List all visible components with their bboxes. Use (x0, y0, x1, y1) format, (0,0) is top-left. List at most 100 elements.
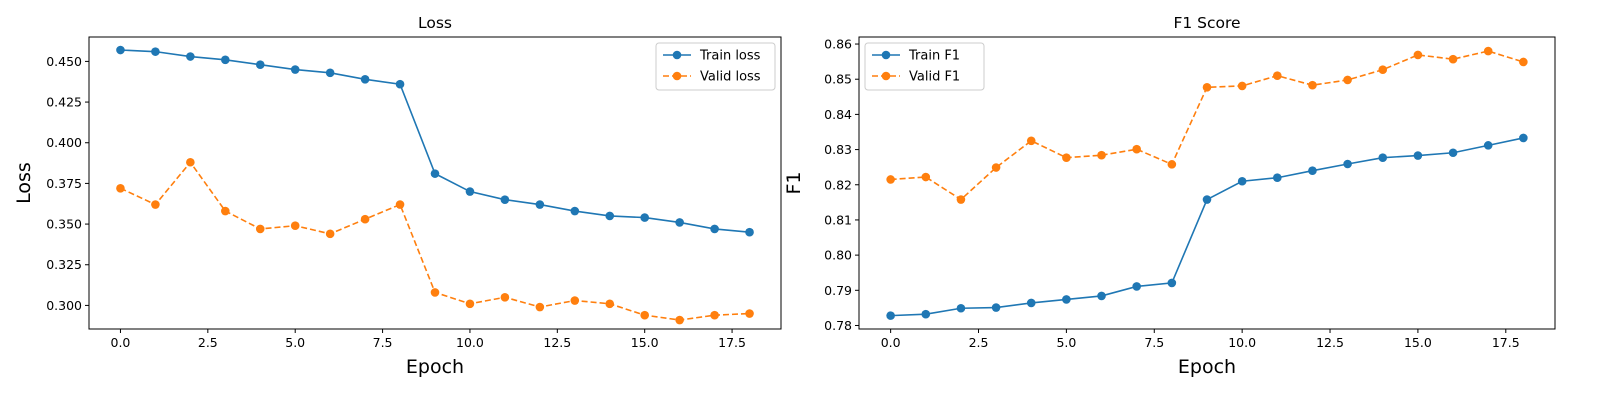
data-point (395, 79, 405, 89)
data-point (745, 309, 754, 318)
legend: Train loss Valid loss (655, 42, 776, 91)
y-tick-label: 0.82 (824, 177, 852, 192)
data-point (430, 288, 440, 297)
y-tick-label: 0.300 (46, 298, 82, 313)
data-point (956, 195, 966, 204)
y-tick-label: 0.79 (824, 283, 852, 298)
data-point (1202, 83, 1212, 92)
x-tick-label: 12.5 (1316, 335, 1344, 350)
data-point (1062, 295, 1071, 304)
data-point (1308, 166, 1317, 175)
y-tick-label: 0.86 (824, 37, 852, 52)
data-point (151, 47, 160, 56)
data-point (221, 206, 230, 216)
data-point (1483, 141, 1493, 150)
data-point (186, 157, 195, 167)
series-line (890, 50, 1524, 201)
data-point (886, 175, 895, 184)
data-point (186, 52, 195, 61)
y-tick-label: 0.80 (824, 248, 852, 263)
legend-label: Train loss (699, 49, 761, 64)
x-tick-label: 5.0 (1056, 335, 1076, 350)
y-tick-label: 0.375 (46, 176, 82, 191)
data-point (255, 224, 265, 234)
x-tick-label: 0.0 (881, 335, 901, 350)
x-axis-label: Epoch (406, 356, 464, 378)
data-point (430, 169, 440, 178)
data-point (1308, 80, 1317, 90)
data-point (921, 172, 931, 182)
data-point (1343, 159, 1352, 169)
data-point (1378, 153, 1388, 162)
data-point (325, 68, 335, 78)
legend-marker (881, 50, 891, 60)
data-point (1167, 160, 1177, 169)
legend-label: Valid loss (700, 70, 761, 85)
x-tick-label: 5.0 (285, 335, 305, 350)
plot-area-frame (858, 36, 1556, 330)
series-line (120, 49, 750, 234)
data-point (1448, 54, 1458, 64)
data-point (1237, 81, 1247, 91)
x-tick-label: 17.5 (718, 335, 746, 350)
data-point (1273, 71, 1282, 80)
series-2 (116, 157, 754, 325)
data-point (1237, 176, 1247, 186)
data-point (255, 60, 265, 69)
x-tick-label: 10.0 (456, 335, 484, 350)
data-point (570, 206, 580, 216)
data-point (745, 227, 754, 237)
y-tick-label: 0.78 (824, 318, 852, 333)
data-point (991, 163, 1001, 172)
data-point (151, 200, 160, 209)
y-tick-label: 0.83 (824, 142, 852, 157)
x-tick-label: 15.0 (1404, 335, 1432, 350)
x-axis-label: Epoch (1178, 356, 1236, 378)
data-point (710, 310, 719, 320)
data-point (290, 65, 300, 74)
y-tick-label: 0.325 (46, 257, 82, 272)
data-point (675, 218, 684, 227)
y-tick-label: 0.450 (46, 54, 82, 69)
y-tick-label: 0.84 (824, 107, 852, 122)
y-tick-label: 0.425 (46, 95, 82, 110)
data-point (1026, 136, 1036, 146)
data-point (1519, 57, 1528, 67)
series-2 (886, 46, 1528, 204)
data-point (710, 224, 719, 234)
data-point (1343, 75, 1352, 85)
y-axis-label: Loss (13, 162, 35, 204)
series-1 (886, 133, 1528, 320)
data-point (465, 187, 475, 196)
data-point (675, 315, 684, 325)
data-point (1132, 282, 1141, 291)
data-point (921, 309, 931, 319)
data-point (535, 302, 545, 312)
x-tick-label: 10.0 (1228, 335, 1256, 350)
legend-label: Train F1 (908, 49, 960, 64)
data-point (1483, 46, 1493, 56)
data-point (360, 214, 370, 224)
y-axis-label: F1 (783, 171, 805, 194)
y-tick-label: 0.400 (46, 135, 82, 150)
data-point (221, 55, 230, 65)
series-line (890, 137, 1524, 317)
data-point (1167, 278, 1177, 288)
legend-label: Valid F1 (909, 70, 960, 85)
data-point (991, 303, 1001, 312)
legend-marker (672, 50, 682, 60)
x-tick-label: 2.5 (198, 335, 218, 350)
data-point (1273, 173, 1282, 183)
data-point (1026, 298, 1036, 308)
data-point (116, 183, 125, 193)
data-point (640, 310, 649, 320)
data-point (1519, 133, 1528, 143)
chart-title: F1 Score (1173, 14, 1240, 32)
y-tick-label: 0.81 (824, 212, 852, 227)
data-point (640, 213, 649, 222)
data-point (605, 211, 615, 221)
x-tick-label: 7.5 (373, 335, 393, 350)
data-point (500, 195, 510, 204)
data-point (290, 221, 300, 231)
data-point (1062, 153, 1071, 162)
